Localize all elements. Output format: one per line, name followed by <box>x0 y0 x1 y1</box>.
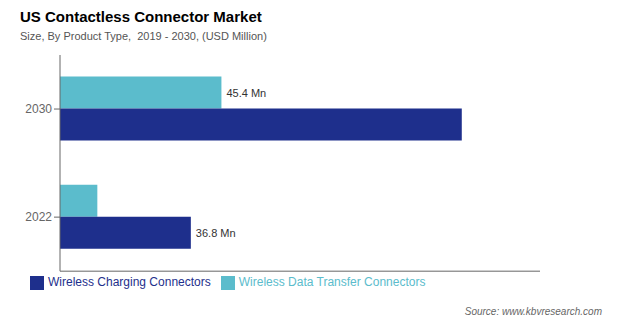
svg-text:45.4 Mn: 45.4 Mn <box>226 87 266 99</box>
svg-text:2030: 2030 <box>25 102 52 116</box>
html-text:Size, By Product Type, 2019 -: Size, By Product Type, 2019 - 2030, (USD… <box>20 30 267 42</box>
svg-text:2022: 2022 <box>25 210 52 224</box>
html-text:Source: www.kbvresearch.com: Source: www.kbvresearch.com <box>464 306 602 317</box>
html-text:Wireless Data Transfer Connect: Wireless Data Transfer Connectors <box>238 275 426 290</box>
html-text:US Contactless Connector Marke: US Contactless Connector Market <box>20 8 262 25</box>
html-text:Wireless Charging Connectors: Wireless Charging Connectors <box>48 275 211 290</box>
svg-text:36.8 Mn: 36.8 Mn <box>196 227 236 239</box>
